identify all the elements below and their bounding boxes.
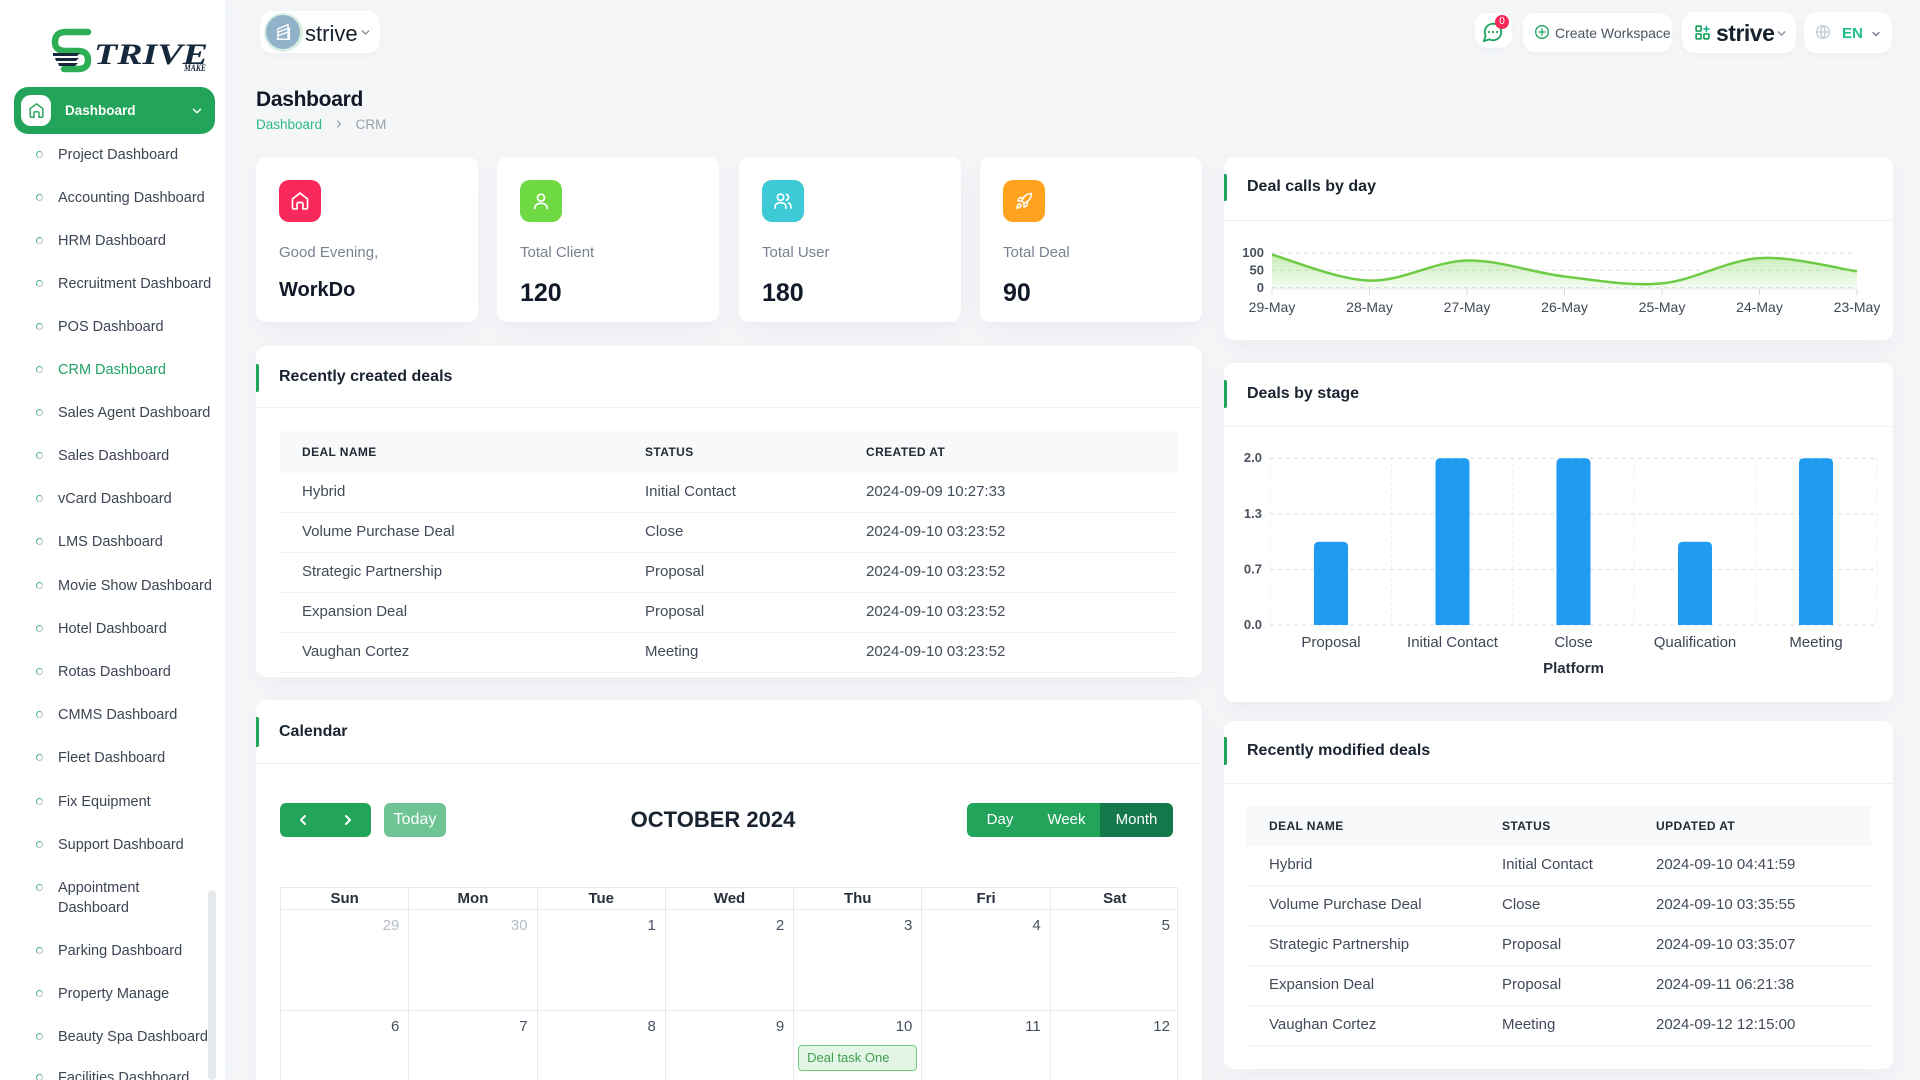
- svg-text:Meeting: Meeting: [1789, 634, 1842, 651]
- svg-text:50: 50: [1250, 263, 1264, 278]
- svg-text:1.3: 1.3: [1244, 506, 1262, 521]
- svg-text:26-May: 26-May: [1541, 299, 1588, 315]
- svg-text:0.0: 0.0: [1244, 617, 1262, 632]
- svg-text:MAKE: MAKE: [183, 64, 206, 73]
- svg-text:Proposal: Proposal: [1301, 634, 1360, 651]
- svg-text:2.0: 2.0: [1244, 450, 1262, 465]
- svg-text:23-May: 23-May: [1834, 299, 1881, 315]
- svg-text:0: 0: [1257, 280, 1264, 295]
- svg-text:28-May: 28-May: [1346, 299, 1393, 315]
- svg-text:100: 100: [1242, 245, 1264, 260]
- svg-text:Close: Close: [1554, 634, 1592, 651]
- svg-text:Initial Contact: Initial Contact: [1407, 634, 1499, 651]
- svg-text:24-May: 24-May: [1736, 299, 1783, 315]
- svg-text:25-May: 25-May: [1639, 299, 1686, 315]
- svg-text:Platform: Platform: [1543, 660, 1604, 677]
- svg-text:29-May: 29-May: [1249, 299, 1296, 315]
- svg-text:Qualification: Qualification: [1654, 634, 1737, 651]
- svg-text:0.7: 0.7: [1244, 562, 1262, 577]
- svg-text:TRIVE: TRIVE: [94, 38, 208, 71]
- svg-text:27-May: 27-May: [1444, 299, 1491, 315]
